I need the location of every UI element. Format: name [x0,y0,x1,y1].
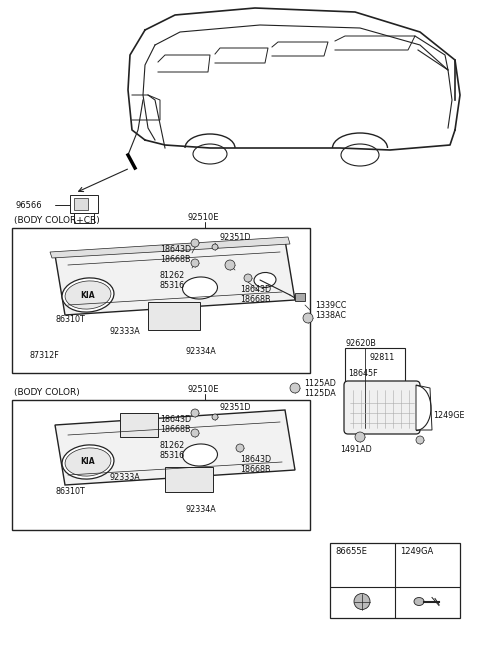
Text: 18668B: 18668B [160,426,191,434]
Polygon shape [50,237,290,258]
Text: 1249GE: 1249GE [433,411,465,419]
Text: 96566: 96566 [15,201,42,209]
Text: 1339CC: 1339CC [315,300,347,310]
Ellipse shape [182,444,217,466]
Circle shape [191,429,199,437]
Bar [165,467,213,492]
Circle shape [225,260,235,270]
Ellipse shape [182,277,217,299]
Ellipse shape [341,144,379,166]
Bar [120,413,158,437]
Bar [330,543,460,618]
Text: 18643D: 18643D [160,415,191,424]
Circle shape [236,444,244,452]
Text: 18645F: 18645F [348,369,378,377]
Text: 1125AD: 1125AD [304,379,336,388]
Text: 87312F: 87312F [30,350,60,359]
Circle shape [354,594,370,609]
Text: (BODY COLOR+CR): (BODY COLOR+CR) [14,216,100,224]
Bar [295,293,305,301]
Text: KIA: KIA [81,291,96,300]
Text: 92351D: 92351D [220,403,252,413]
Ellipse shape [62,278,114,312]
Text: 85316: 85316 [160,281,185,291]
Text: 86310T: 86310T [55,316,85,325]
Circle shape [191,259,199,267]
Text: 92333A: 92333A [110,474,141,483]
Ellipse shape [65,281,111,309]
Ellipse shape [414,598,424,605]
Text: 18668B: 18668B [240,295,271,304]
Polygon shape [55,240,295,315]
Text: 1338AC: 1338AC [315,310,346,319]
Circle shape [290,383,300,393]
Text: 18643D: 18643D [240,455,271,464]
Circle shape [191,239,199,247]
Bar [148,302,200,330]
Bar [12,400,310,530]
Ellipse shape [254,272,276,287]
Text: 86655E: 86655E [335,546,367,556]
Polygon shape [55,410,295,485]
Text: 92351D: 92351D [220,234,252,243]
Text: 92333A: 92333A [110,327,141,337]
FancyBboxPatch shape [344,381,420,434]
Circle shape [244,274,252,282]
Circle shape [191,409,199,417]
Text: 81262: 81262 [160,272,185,281]
Circle shape [212,414,218,420]
Text: 92334A: 92334A [185,348,216,356]
Circle shape [416,436,424,444]
Ellipse shape [193,144,227,164]
Text: 1491AD: 1491AD [340,445,372,455]
Text: KIA: KIA [81,457,96,466]
Text: 18668B: 18668B [240,466,271,474]
Bar [12,228,310,373]
Circle shape [212,244,218,250]
Ellipse shape [62,445,114,479]
Text: 81262: 81262 [160,441,185,451]
Circle shape [355,432,365,442]
Text: 86310T: 86310T [55,487,85,497]
Ellipse shape [65,448,111,476]
Bar [74,213,94,223]
Text: 92620B: 92620B [345,338,376,348]
Text: 1249GA: 1249GA [400,546,433,556]
Bar [345,348,405,428]
Text: 18643D: 18643D [240,285,271,295]
Text: 18643D: 18643D [160,245,191,255]
Text: 92510E: 92510E [188,386,219,394]
Circle shape [303,313,313,323]
Text: (BODY COLOR): (BODY COLOR) [14,388,80,396]
Bar [74,198,88,210]
Text: 18668B: 18668B [160,255,191,264]
Bar [70,195,98,213]
Text: 85316: 85316 [160,451,185,461]
Text: 92510E: 92510E [188,213,219,222]
Text: 92811: 92811 [370,354,395,363]
Text: 92334A: 92334A [185,506,216,514]
Polygon shape [416,385,432,430]
Text: 1125DA: 1125DA [304,388,336,398]
